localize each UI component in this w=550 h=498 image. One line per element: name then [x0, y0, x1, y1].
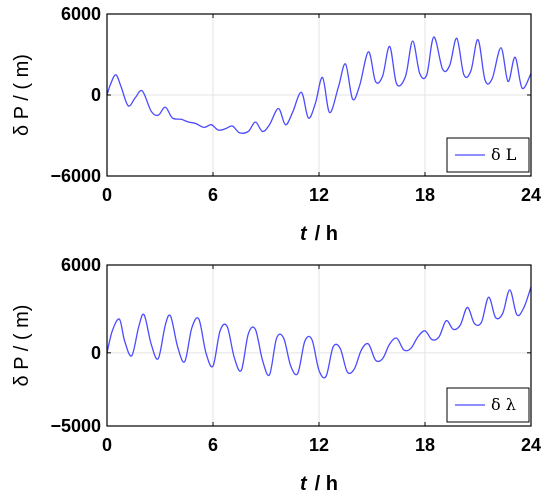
x-tick-label: 6 [208, 185, 218, 205]
x-tick-label: 24 [521, 435, 541, 455]
y-axis-label: δ P / ( m) [11, 305, 33, 387]
x-axis-label: t / h [300, 473, 338, 495]
y-tick-label: 0 [91, 85, 101, 105]
y-axis-label: δ P / ( m) [11, 54, 33, 136]
x-tick-label: 12 [309, 185, 329, 205]
series-line-0 [106, 36, 532, 134]
legend-label: δ λ [491, 395, 516, 414]
x-tick-label: 24 [521, 185, 541, 205]
y-tick-label: 0 [91, 343, 101, 363]
legend-label: δ L [491, 145, 517, 164]
x-tick-label: 0 [102, 185, 112, 205]
x-tick-label: 18 [415, 185, 435, 205]
series-line-0 [106, 286, 532, 379]
legend: δ λ [446, 387, 530, 423]
x-tick-label: 12 [309, 435, 329, 455]
x-tick-label: 0 [102, 435, 112, 455]
y-tick-label: 6000 [61, 255, 101, 275]
legend: δ L [446, 137, 530, 173]
y-tick-label: −6000 [50, 166, 101, 186]
x-tick-label: 18 [415, 435, 435, 455]
y-tick-label: 6000 [61, 4, 101, 24]
y-tick-label: −5000 [50, 416, 101, 436]
x-tick-label: 6 [208, 435, 218, 455]
x-axis-label: t / h [300, 223, 338, 245]
